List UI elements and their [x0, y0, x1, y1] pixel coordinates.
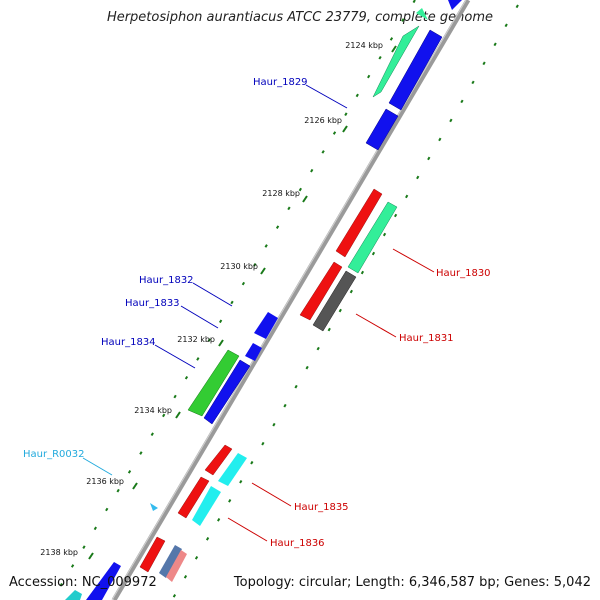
- forward-strand-genes: [65, 8, 428, 600]
- gene-Haur_1835-arrow[interactable]: [177, 476, 210, 519]
- callout-line: [251, 482, 292, 507]
- gene-Haur_1831-arrow[interactable]: [312, 270, 357, 332]
- gene-Haur_1833-arrow[interactable]: [245, 343, 262, 361]
- gene-label-Haur_1834[interactable]: Haur_1834: [101, 337, 156, 348]
- gene-arrow-green[interactable]: [372, 25, 420, 98]
- gene-Haur_1832-arrow[interactable]: [254, 312, 278, 339]
- gene-label-Haur_1832[interactable]: Haur_1832: [139, 275, 194, 286]
- major-tick: [132, 482, 138, 490]
- gene-Haur_R0032-marker[interactable]: [150, 503, 158, 511]
- callout-line: [227, 517, 268, 542]
- major-tick: [391, 45, 397, 53]
- gene-blue-arrow[interactable]: [448, 0, 462, 10]
- major-tick: [260, 267, 266, 275]
- inner-tick-ring: [51, 0, 416, 600]
- gene-blue-arrow[interactable]: [203, 359, 251, 425]
- gene-Haur_1834-arrow[interactable]: [187, 349, 240, 417]
- callouts: [82, 84, 435, 542]
- gene-Haur_1836-arrow[interactable]: [192, 486, 221, 526]
- gene-label-Haur_1836[interactable]: Haur_1836: [270, 538, 325, 549]
- callout-line: [192, 282, 233, 307]
- tick-label: 2138 kbp: [40, 548, 78, 557]
- genome-backbone-highlight: [111, 0, 467, 600]
- gene-blue-arrow[interactable]: [365, 108, 399, 151]
- gene-red-arrow[interactable]: [204, 444, 233, 476]
- gene-label-Haur_1835[interactable]: Haur_1835: [294, 502, 349, 513]
- major-ticks: [88, 45, 397, 560]
- callout-line: [180, 305, 219, 329]
- topology-text: Topology: circular; Length: 6,346,587 bp…: [233, 575, 591, 590]
- callout-line: [305, 84, 348, 109]
- gene-steel-arrow[interactable]: [159, 545, 182, 578]
- major-tick: [175, 411, 181, 419]
- accession-text: Accession: NC_009972: [9, 575, 157, 590]
- callout-line: [355, 313, 397, 338]
- genome-backbone: [111, 0, 471, 600]
- gene-cyan-arrow[interactable]: [218, 453, 247, 486]
- map-title: Herpetosiphon aurantiacus ATCC 23779, co…: [106, 10, 494, 25]
- gene-Haur_1830-arrow[interactable]: [335, 188, 383, 258]
- tick-label: 2136 kbp: [86, 477, 124, 486]
- tick-label: 2132 kbp: [177, 335, 215, 344]
- callout-line: [82, 457, 113, 476]
- gene-blue-arrow[interactable]: [86, 562, 121, 600]
- gene-cyan-arrow[interactable]: [65, 590, 82, 600]
- gene-arrow-green[interactable]: [416, 8, 428, 20]
- gene-label-Haur_1830[interactable]: Haur_1830: [436, 268, 491, 279]
- gene-label-Haur_R0032[interactable]: Haur_R0032: [23, 449, 85, 460]
- major-tick: [302, 195, 308, 203]
- major-tick: [88, 552, 94, 560]
- callout-line: [392, 248, 435, 273]
- tick-label: 2126 kbp: [304, 116, 342, 125]
- reverse-strand-genes: [159, 0, 462, 582]
- gene-red-arrow[interactable]: [139, 536, 166, 573]
- major-tick: [342, 125, 348, 133]
- gene-label-Haur_1831[interactable]: Haur_1831: [399, 333, 454, 344]
- gene-label-Haur_1833[interactable]: Haur_1833: [125, 298, 180, 309]
- gene-red-arrow[interactable]: [299, 261, 343, 321]
- gene-pink-arrow[interactable]: [166, 550, 187, 582]
- tick-label: 2134 kbp: [134, 406, 172, 415]
- tick-label: 2124 kbp: [345, 41, 383, 50]
- major-tick: [218, 339, 224, 347]
- outer-tick-ring: [171, 4, 519, 600]
- gene-green-arrow[interactable]: [347, 201, 398, 274]
- gene-label-Haur_1829[interactable]: Haur_1829: [253, 77, 308, 88]
- callout-line: [154, 344, 196, 369]
- tick-label: 2130 kbp: [220, 262, 258, 271]
- gene-Haur_1829-arrow[interactable]: [388, 29, 443, 111]
- tick-label: 2128 kbp: [262, 189, 300, 198]
